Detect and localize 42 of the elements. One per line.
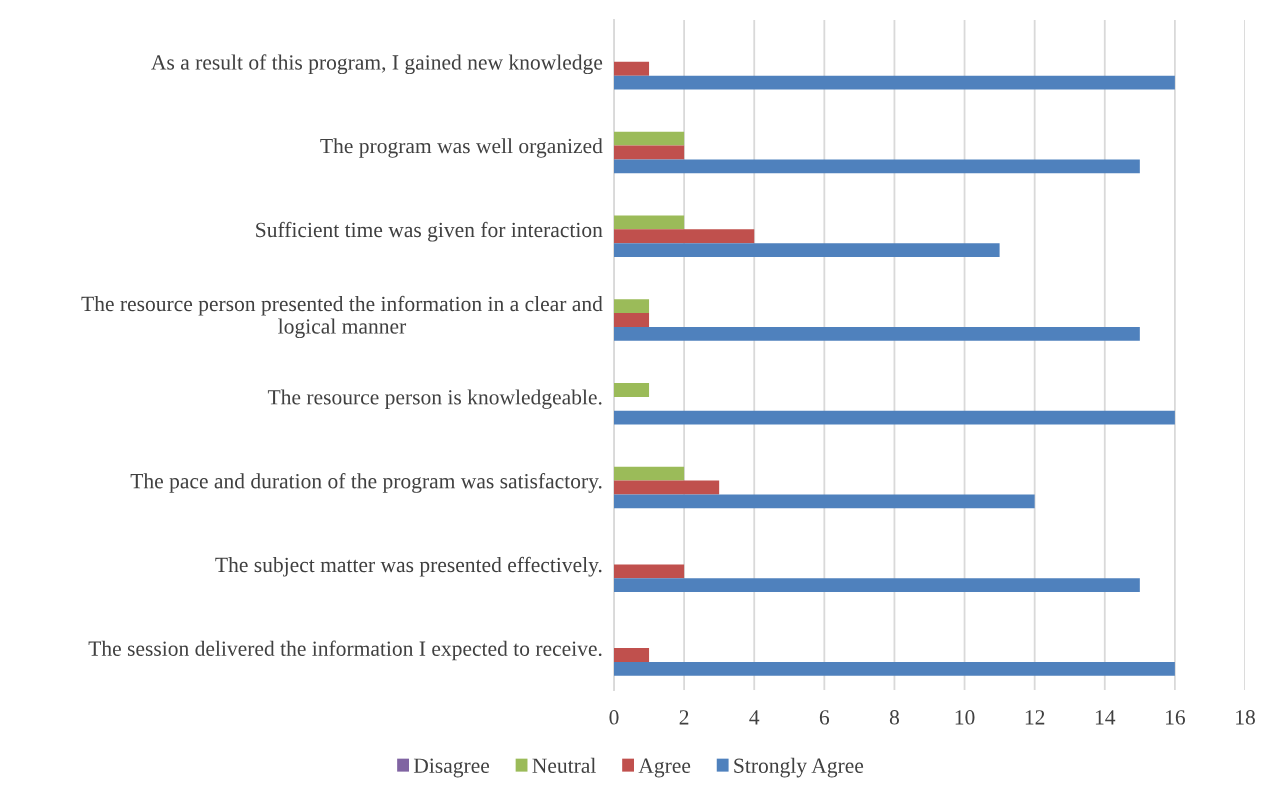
bar [614, 313, 650, 327]
bar [614, 61, 650, 76]
bar [614, 243, 1000, 258]
bar [614, 383, 650, 397]
legend-label: Neutral [532, 757, 596, 773]
y-tick-label: The pace and duration of the program was satisfactory. [130, 473, 602, 493]
x-tick-label: 18 [1236, 710, 1255, 725]
x-tick-label: 4 [749, 710, 760, 725]
bar [614, 159, 1140, 174]
legend-label: Agree [638, 758, 691, 778]
bar [614, 661, 1175, 676]
y-tick-label: The program was well organized [320, 138, 603, 158]
bar [614, 410, 1175, 425]
legend-label: Strongly Agree [734, 757, 864, 778]
y-tick-label: The session delivered the information I expected to receive. [88, 640, 602, 661]
bar [614, 480, 720, 495]
bar [614, 648, 650, 662]
y-tick-label: The resource person presented the information in a clear and logical manner [81, 295, 603, 339]
x-tick-label: 6 [819, 710, 830, 725]
bar [614, 229, 755, 244]
bar [614, 145, 685, 160]
y-tick-label: The subject matter was presented effectively. [215, 556, 602, 577]
legend-label: Disagree [413, 758, 490, 778]
x-tick-label: 12 [1025, 710, 1045, 725]
x-tick-label: 2 [679, 710, 689, 725]
y-tick-label: Sufficient time was given for interaction [256, 221, 603, 242]
bar [614, 564, 685, 579]
bar [614, 215, 685, 230]
bar [614, 466, 685, 481]
bar [614, 75, 1175, 90]
bar [614, 299, 650, 314]
bar [614, 131, 685, 146]
x-tick-label: 8 [889, 710, 900, 725]
bar [614, 578, 1140, 593]
bar [614, 326, 1140, 341]
x-tick-label: 0 [609, 710, 619, 725]
bar [614, 494, 1035, 509]
x-tick-label: 14 [1095, 710, 1116, 725]
x-tick-label: 10 [955, 710, 975, 725]
x-tick-label: 16 [1166, 710, 1186, 725]
y-tick-label: As a result of this program, I gained new knowledge [151, 54, 603, 75]
y-tick-label: The resource person is knowledgeable. [267, 389, 602, 409]
